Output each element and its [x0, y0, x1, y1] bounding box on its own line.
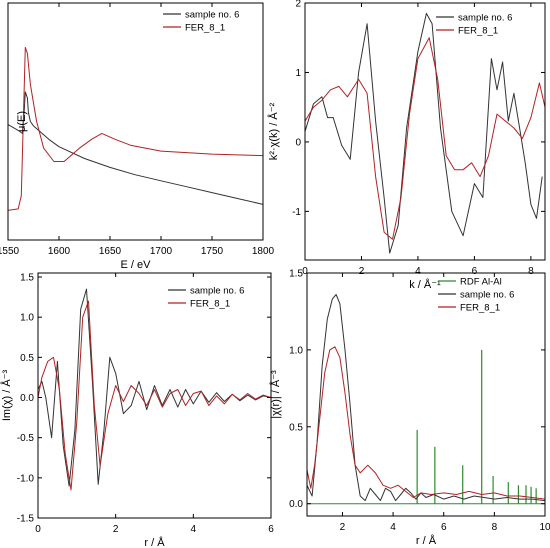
x-tick-label: 2: [340, 522, 346, 533]
legend: sample no. 6 FER_8_1: [168, 286, 244, 310]
legend-label: sample no. 6: [458, 13, 512, 24]
legend-label: FER_8_1: [460, 303, 500, 314]
x-tick-label: 4: [415, 266, 421, 277]
y-tick-label: 0: [295, 137, 301, 148]
y-tick-label: 1.0: [20, 313, 34, 324]
x-tick-label: 2: [113, 524, 119, 535]
y-tick-label: 0.0: [20, 393, 34, 404]
x-tick-label: 1750: [201, 246, 224, 257]
plot-frame: [304, 2, 546, 261]
y-axis-label: |χ(r)| / Å⁻³: [269, 370, 282, 419]
plot-frame: [37, 272, 272, 519]
series-line-1: [305, 12, 543, 254]
panel-exafs-k: 0 2 4 6 8 -1 0 1 2 k / Å⁻¹ k²·χ(k) / Å⁻² sample no.…: [267, 0, 546, 291]
x-tick-label: 6: [268, 524, 274, 535]
panel-xanes: 1550 1600 1650 1700 1750 1800 E / eV μ(E) sample…: [0, 2, 275, 271]
x-tick-label: 0: [302, 266, 308, 277]
y-axis-label: k²·χ(k) / Å⁻²: [267, 102, 280, 160]
y-tick-label: -1.0: [17, 473, 35, 484]
legend-label: FER_8_1: [458, 26, 498, 37]
y-tick-label: 1.5: [289, 269, 303, 280]
x-tick-label: 1600: [48, 246, 71, 257]
panel-ft-imag: 0 2 4 6 -1.5 -1.0 -0.5 0.0 0.5 1.0 1.5 r / Å Im(χ) /…: [0, 272, 274, 548]
series-line-1: [38, 288, 271, 487]
series-line-2: [38, 300, 271, 491]
x-tick-label: 10: [539, 522, 550, 533]
plot-frame: [306, 272, 546, 517]
y-tick-label: 0.5: [20, 353, 34, 364]
series-group: [305, 12, 545, 254]
y-tick-label: -1: [292, 207, 301, 218]
legend-label: FER_8_1: [185, 23, 225, 34]
x-tick-label: 1650: [99, 246, 122, 257]
x-tick-label: 8: [528, 266, 534, 277]
legend: sample no. 6 FER_8_1: [436, 13, 512, 37]
legend: RDF Al-Al sample no. 6 FER_8_1: [438, 277, 514, 314]
series-line-2: [8, 46, 263, 211]
y-tick-label: -1.5: [17, 514, 35, 525]
y-tick-label: 1.0: [289, 345, 303, 356]
y-axis-label: μ(E): [16, 111, 28, 132]
x-tick-label: 4: [191, 524, 197, 535]
x-axis-label: r / Å: [144, 536, 165, 548]
series-line-2: [305, 37, 545, 240]
legend-label: RDF Al-Al: [460, 277, 502, 288]
legend: sample no. 6 FER_8_1: [163, 10, 239, 34]
y-axis-label: Im(χ) / Å⁻³: [0, 370, 13, 422]
legend-label: FER_8_1: [190, 299, 230, 310]
y-tick-label: 1.5: [20, 273, 34, 284]
x-tick-label: 0: [35, 524, 41, 535]
series-line-3: [307, 346, 545, 500]
y-tick-label: 2: [295, 0, 301, 10]
x-axis-label: k / Å⁻¹: [409, 278, 441, 291]
plot-frame: [7, 2, 264, 241]
x-tick-label: 2: [359, 266, 365, 277]
y-tick-label: 0.5: [289, 422, 303, 433]
series-group: [38, 288, 271, 491]
x-tick-label: 1550: [0, 246, 20, 257]
x-tick-label: 1800: [252, 246, 275, 257]
legend-label: sample no. 6: [190, 286, 244, 297]
series-group: [8, 46, 263, 211]
x-tick-label: 4: [390, 522, 396, 533]
legend-label: sample no. 6: [460, 290, 514, 301]
panel-ft-mag: 2 4 6 8 10 0.0 0.5 1.0 1.5 r / Å |χ(r)| / Å⁻³ RDF A…: [269, 269, 550, 548]
series-line-2: [307, 294, 545, 502]
y-tick-label: 0.0: [289, 499, 303, 510]
series-group: [307, 294, 545, 505]
x-axis-label: r / Å: [416, 534, 437, 547]
series-line-1: [8, 91, 263, 205]
legend-label: sample no. 6: [185, 10, 239, 21]
x-axis-label: E / eV: [121, 259, 152, 271]
x-tick-label: 6: [472, 266, 478, 277]
y-tick-label: 1: [295, 68, 301, 79]
y-tick-label: -0.5: [17, 433, 35, 444]
x-tick-label: 8: [492, 522, 498, 533]
x-tick-label: 1700: [150, 246, 173, 257]
x-tick-label: 6: [441, 522, 447, 533]
